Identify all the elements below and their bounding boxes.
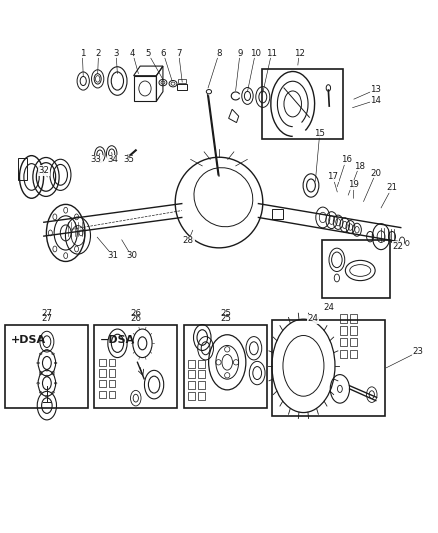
Bar (272, 209, 283, 219)
Bar (184, 325, 267, 408)
Bar (94, 325, 177, 408)
Bar (134, 76, 156, 101)
Bar (188, 370, 195, 378)
Bar (99, 359, 106, 366)
Text: 26: 26 (130, 314, 141, 323)
Text: 35: 35 (124, 156, 135, 164)
Text: 8: 8 (216, 49, 222, 58)
Bar (188, 381, 195, 389)
Bar (262, 69, 343, 139)
Text: 30: 30 (126, 252, 137, 260)
Text: 7: 7 (176, 49, 181, 58)
Text: 24: 24 (307, 314, 319, 323)
Text: 27: 27 (41, 309, 53, 318)
Text: 21: 21 (386, 183, 398, 192)
Text: 2: 2 (96, 49, 101, 58)
Bar (340, 350, 347, 358)
Text: 10: 10 (250, 49, 261, 58)
Bar (340, 326, 347, 335)
Text: 25: 25 (220, 309, 231, 318)
Text: +DSA: +DSA (11, 335, 46, 345)
Text: 24: 24 (323, 303, 334, 312)
Text: 32: 32 (38, 166, 49, 175)
Text: 1: 1 (80, 49, 85, 58)
Text: 5: 5 (145, 49, 151, 58)
Bar (109, 380, 115, 387)
Bar (99, 369, 106, 377)
Text: 15: 15 (314, 129, 325, 138)
Text: 20: 20 (370, 169, 381, 177)
Bar (350, 314, 357, 323)
Bar (198, 370, 205, 378)
Bar (198, 360, 205, 368)
Bar (322, 240, 390, 298)
Bar (99, 380, 106, 387)
Text: −DSA: −DSA (99, 335, 134, 345)
Text: 33: 33 (91, 156, 102, 164)
Bar (198, 381, 205, 389)
Text: 19: 19 (349, 181, 359, 189)
Text: 4: 4 (130, 49, 135, 58)
Bar (177, 84, 187, 90)
Text: 14: 14 (370, 96, 381, 104)
Bar (340, 338, 347, 346)
Text: 23: 23 (413, 348, 424, 356)
Bar (198, 392, 205, 400)
Text: 25: 25 (220, 314, 231, 323)
Text: 28: 28 (183, 237, 194, 245)
Bar (109, 359, 115, 366)
Bar (18, 158, 27, 180)
Bar (350, 326, 357, 335)
Bar (350, 338, 357, 346)
Bar (188, 360, 195, 368)
Text: 34: 34 (107, 156, 119, 164)
Bar (109, 369, 115, 377)
Text: 16: 16 (340, 156, 352, 164)
Bar (5, 325, 88, 408)
Text: 17: 17 (327, 173, 339, 181)
Text: 13: 13 (370, 85, 381, 94)
Bar (188, 392, 195, 400)
Text: 27: 27 (42, 314, 53, 323)
Text: 12: 12 (293, 49, 305, 58)
Text: 18: 18 (353, 162, 365, 171)
Bar (109, 391, 115, 398)
Text: 11: 11 (266, 49, 277, 58)
Text: 22: 22 (392, 242, 403, 251)
Text: 26: 26 (130, 309, 141, 318)
Bar (99, 391, 106, 398)
Bar (178, 79, 186, 83)
Bar (340, 314, 347, 323)
Text: 31: 31 (107, 252, 119, 260)
Bar (350, 350, 357, 358)
Text: 6: 6 (161, 49, 166, 58)
Bar (272, 320, 385, 416)
Text: 9: 9 (237, 49, 243, 58)
Text: 3: 3 (113, 49, 119, 58)
